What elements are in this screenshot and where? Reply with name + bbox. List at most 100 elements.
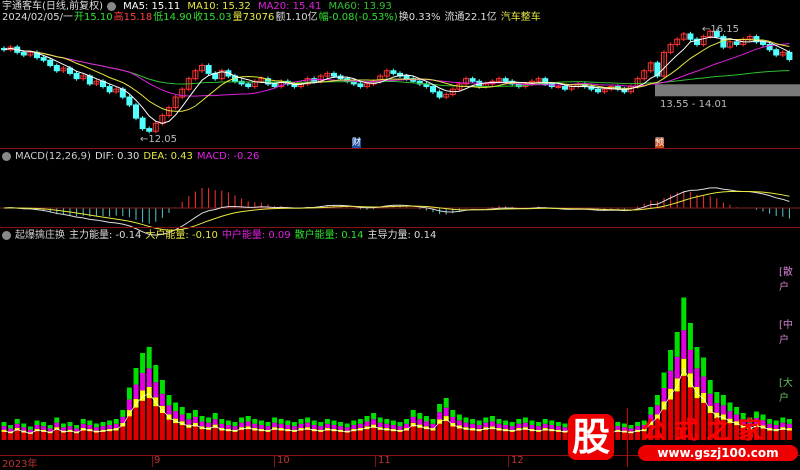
energy-bar-segment: [120, 416, 126, 423]
energy-bar-segment: [351, 424, 357, 429]
energy-bar-segment: [192, 410, 198, 417]
candle-body: [291, 83, 298, 88]
energy-bar-segment: [159, 393, 165, 406]
energy-bar-segment: [291, 422, 297, 427]
energy-bar-segment: [470, 419, 476, 424]
energy-bar-segment: [701, 402, 707, 440]
energy-bar-segment: [542, 423, 548, 429]
energy-bar-segment: [463, 429, 469, 440]
energy-bar-segment: [687, 349, 693, 374]
energy-bar-segment: [291, 426, 297, 430]
energy-bar-segment: [443, 407, 449, 417]
candle-body: [463, 78, 469, 85]
energy-bar-segment: [542, 430, 548, 440]
energy-bar-segment: [410, 410, 416, 417]
energy-bar-segment: [93, 427, 99, 431]
energy-bar-segment: [417, 427, 423, 440]
energy-bar-segment: [1, 431, 7, 440]
candle-body: [680, 33, 687, 40]
quote-open: 开15.10: [74, 12, 113, 23]
energy-bar-segment: [324, 419, 330, 424]
energy-bar-segment: [285, 424, 291, 429]
energy-bar-segment: [100, 426, 106, 430]
energy-bar-segment: [344, 427, 350, 431]
energy-bar-segment: [219, 423, 225, 429]
watermark-url: www.gszj100.com: [638, 445, 798, 461]
energy-bar-segment: [338, 431, 344, 440]
energy-bar-segment: [694, 398, 700, 440]
candle-body: [265, 78, 271, 85]
energy-bar-segment: [8, 433, 14, 440]
ma5-line: [3, 36, 790, 124]
energy-bar-segment: [635, 426, 641, 430]
low-annotation: ←12.05: [140, 134, 178, 145]
energy-bar-segment: [179, 425, 185, 440]
energy-bar-segment: [206, 429, 212, 440]
energy-bar-segment: [41, 431, 47, 440]
financial-report-marker[interactable]: 财: [352, 138, 362, 148]
dropdown-icon[interactable]: [106, 1, 116, 11]
energy-bar-segment: [199, 429, 205, 440]
energy-bar-segment: [483, 422, 489, 428]
energy-bar-segment: [67, 422, 73, 427]
energy-bar-segment: [107, 424, 113, 429]
energy-bar-segment: [324, 430, 330, 440]
quote-bar: 2024/02/05/一开15.10高15.18低14.90收15.03量730…: [2, 12, 545, 24]
dropdown-icon[interactable]: [2, 151, 11, 161]
energy-bar-segment: [258, 431, 264, 440]
energy-bar-segment: [133, 368, 139, 385]
energy-bar-segment: [27, 426, 33, 430]
candle-body: [667, 43, 674, 53]
sanhu-value: 散户能量: 0.14: [294, 230, 364, 241]
energy-bar-segment: [463, 417, 469, 423]
energy-bar-segment: [100, 431, 106, 440]
zhonghu-value: 中户能量: 0.09: [221, 230, 291, 241]
energy-bar-segment: [357, 430, 363, 440]
energy-bar-segment: [186, 413, 192, 420]
macd-value: MACD: -0.26: [196, 151, 260, 162]
forecast-marker[interactable]: 预: [655, 138, 665, 148]
ma10-value: MA10: 15.32: [187, 1, 251, 12]
quote-change: 幅-0.08(-0.53%): [318, 12, 398, 23]
energy-bar-segment: [707, 380, 713, 394]
ma60-value: MA60: 13.93: [328, 1, 392, 12]
energy-bar-segment: [397, 422, 403, 427]
energy-bar-segment: [786, 419, 792, 424]
dropdown-icon[interactable]: [2, 230, 11, 240]
energy-bar-segment: [120, 426, 126, 440]
energy-bar-segment: [780, 429, 786, 440]
candle-body: [172, 96, 179, 109]
zhuli-value: 主力能量: -0.14: [69, 230, 142, 241]
candle-body: [687, 33, 694, 40]
energy-bar-segment: [767, 423, 773, 429]
energy-bar-segment: [720, 395, 726, 406]
energy-bar-segment: [760, 420, 766, 426]
quote-sector[interactable]: 汽车整车: [500, 12, 541, 23]
energy-bar-segment: [509, 426, 515, 430]
energy-line: [3, 367, 790, 434]
energy-bar-segment: [542, 419, 548, 424]
energy-bar-segment: [522, 422, 528, 428]
energy-bar-segment: [54, 429, 60, 440]
energy-bar-segment: [41, 426, 47, 430]
candle-body: [106, 86, 113, 93]
energy-bar-segment: [34, 424, 40, 429]
energy-bar-segment: [47, 433, 53, 440]
energy-bar-segment: [331, 431, 337, 440]
energy-bar-segment: [734, 414, 740, 422]
energy-bar-segment: [470, 423, 476, 429]
energy-bar-segment: [780, 417, 786, 423]
energy-bar-segment: [417, 419, 423, 425]
watermark-divider: [627, 408, 628, 467]
energy-bar-segment: [668, 350, 674, 371]
energy-bar-segment: [298, 423, 304, 429]
energy-bar-segment: [324, 423, 330, 429]
energy-bar-segment: [430, 423, 436, 429]
energy-bar-segment: [186, 427, 192, 440]
energy-bar-segment: [305, 422, 311, 428]
energy-bar-segment: [463, 422, 469, 428]
energy-bar-segment: [126, 399, 132, 411]
energy-bar-segment: [635, 422, 641, 427]
energy-bar-segment: [456, 420, 462, 426]
